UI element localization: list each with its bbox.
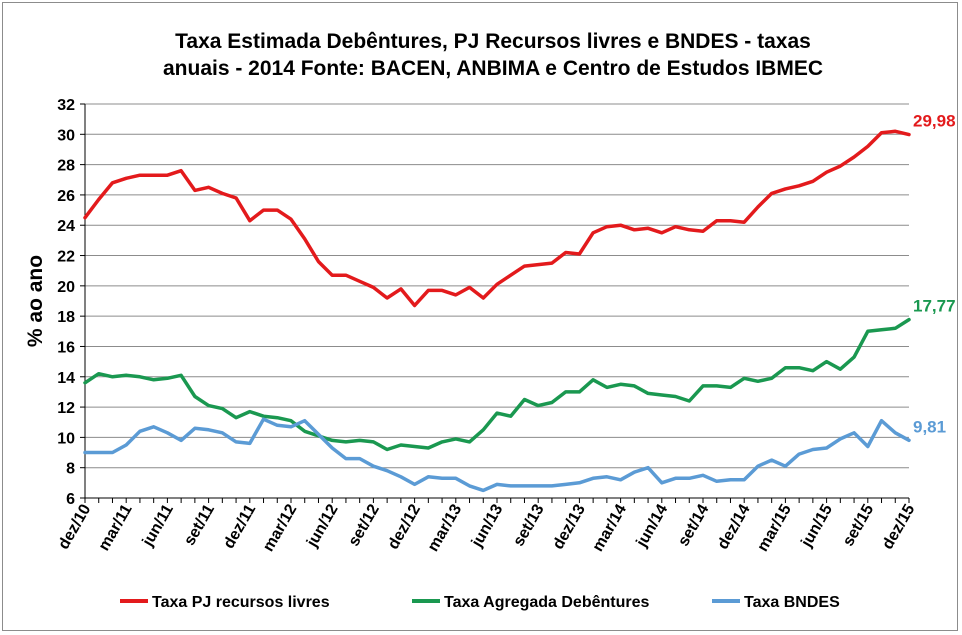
x-tick-label: jun/11: [139, 501, 177, 550]
y-tick-label: 22: [57, 249, 75, 266]
x-tick-label: set/13: [510, 501, 547, 549]
series-line: [83, 417, 911, 493]
x-tick-label: jun/14: [633, 501, 671, 550]
y-tick-label: 32: [57, 97, 75, 114]
x-tick-label: set/15: [840, 501, 877, 549]
x-tick-label: set/11: [181, 501, 218, 548]
y-tick-label: 20: [57, 279, 75, 296]
axes: [80, 103, 910, 503]
y-tick-label: 28: [57, 158, 75, 175]
x-tick-label: mar/12: [260, 501, 301, 554]
x-tick-label: set/12: [345, 501, 382, 549]
x-tick-label: dez/15: [879, 501, 918, 552]
y-tick-label: 24: [57, 218, 75, 235]
x-tick-label: mar/11: [96, 501, 136, 554]
y-tick-label: 8: [66, 461, 75, 478]
end-value-label: 9,81: [913, 417, 946, 436]
end-labels: 29,98 17,77 9,81: [913, 112, 956, 437]
x-tick-label: jun/13: [468, 501, 506, 550]
legend-label: Taxa PJ recursos livres: [152, 594, 330, 611]
x-tick-label: dez/13: [550, 501, 589, 552]
end-value-label: 29,98: [913, 112, 956, 131]
y-axis-label: % ao ano: [24, 255, 47, 347]
legend-label: Taxa BNDES: [744, 594, 840, 611]
series-line: [83, 317, 911, 452]
x-tick-label: mar/15: [754, 501, 795, 554]
x-tick-label: set/14: [675, 501, 712, 549]
chart-title-line-1: Taxa Estimada Debêntures, PJ Recursos li…: [175, 30, 811, 53]
y-tick-label: 26: [57, 188, 75, 205]
y-tick-label: 18: [57, 309, 75, 326]
y-tick-labels: 6 8 10 12 14 16 18 20 22 24 26 28 30 32: [57, 97, 75, 508]
x-tick-label: dez/14: [714, 501, 753, 552]
series-lines: [83, 129, 911, 493]
end-value-label: 17,77: [913, 297, 956, 316]
y-tick-label: 12: [57, 400, 75, 417]
series-line: [83, 129, 911, 308]
x-tick-label: mar/14: [590, 501, 631, 554]
x-tick-label: jun/15: [798, 501, 836, 550]
y-tick-label: 6: [66, 491, 75, 508]
y-tick-label: 14: [57, 370, 75, 387]
y-tick-label: 30: [57, 127, 75, 144]
legend-label: Taxa Agregada Debêntures: [444, 594, 650, 611]
y-tick-label: 10: [57, 430, 75, 447]
x-tick-label: dez/12: [385, 501, 424, 552]
y-tick-label: 16: [57, 339, 75, 356]
x-tick-label: jun/12: [303, 501, 341, 550]
chart-title-line-2: anuais - 2014 Fonte: BACEN, ANBIMA e Cen…: [163, 57, 823, 80]
x-tick-label: dez/11: [221, 501, 260, 551]
x-tick-label: dez/10: [55, 501, 94, 552]
x-tick-label: mar/13: [425, 501, 466, 554]
legend: Taxa PJ recursos livres Taxa Agregada Deb…: [120, 594, 840, 611]
x-tick-labels: dez/10 mar/11 jun/11 set/11 dez/11 mar/12 jun/…: [55, 501, 918, 554]
